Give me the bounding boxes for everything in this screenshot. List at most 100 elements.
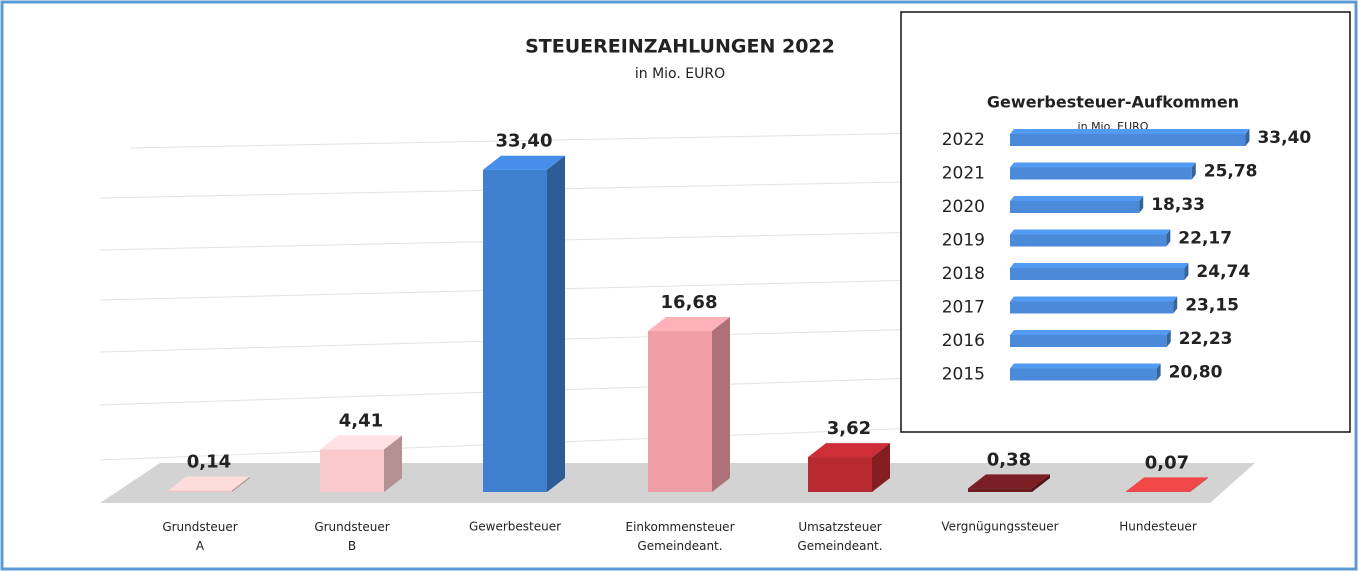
bar (1010, 263, 1189, 280)
inset-title: Gewerbesteuer-Aufkommen (987, 93, 1239, 112)
y-tick-label: 2016 (942, 331, 985, 351)
bar-top (483, 155, 565, 170)
bar-side (872, 443, 890, 492)
bar-side (547, 155, 565, 492)
x-tick-line: A (196, 539, 205, 553)
value-label: 24,74 (1196, 262, 1250, 282)
bar-top (1010, 296, 1178, 302)
bar-front (483, 169, 547, 492)
bar-top (1010, 263, 1189, 268)
bar-end (1156, 363, 1161, 381)
x-tick-line: Umsatzsteuer (798, 520, 881, 534)
value-label: 33,40 (496, 131, 553, 152)
bar (808, 443, 890, 492)
value-label: 22,23 (1179, 329, 1233, 349)
bar-side (232, 476, 250, 492)
bar-front (320, 449, 384, 492)
value-label: 0,38 (987, 449, 1031, 470)
bar (648, 317, 730, 492)
bar (1126, 477, 1208, 492)
bar-top (1010, 229, 1171, 235)
value-label: 3,62 (827, 418, 871, 439)
value-label: 0,14 (187, 452, 231, 473)
x-tick-label: Vergnügungssteuer (941, 520, 1058, 534)
bar-top (1010, 162, 1196, 168)
bar (1010, 129, 1250, 146)
x-tick-line: B (348, 539, 356, 553)
value-label: 20,80 (1169, 363, 1223, 383)
bar-end (1166, 330, 1171, 347)
bar-end (1139, 196, 1144, 213)
x-tick-label: Einkommensteuer Gemeindeant. (625, 520, 734, 553)
bar-front (1010, 335, 1167, 347)
bar-top (1126, 477, 1208, 492)
bar (483, 155, 565, 492)
bar (1010, 229, 1171, 247)
bar-front (1010, 268, 1185, 280)
value-label: 18,33 (1151, 195, 1205, 215)
chart-subtitle: in Mio. EURO (635, 66, 725, 82)
bar-top (168, 476, 250, 491)
y-tick-label: 2017 (942, 298, 985, 318)
bar-front (1010, 368, 1157, 381)
value-label: 33,40 (1257, 128, 1311, 148)
bar-end (1173, 296, 1178, 314)
bar (1010, 330, 1171, 347)
bar-front (808, 457, 872, 492)
x-tick-label: Grundsteuer A (162, 520, 237, 553)
x-tick-line: Einkommensteuer (625, 520, 734, 534)
inset-frame (900, 11, 1351, 433)
value-label: 22,17 (1178, 229, 1232, 249)
bar-side (1032, 474, 1050, 492)
x-tick-line: Grundsteuer (314, 520, 389, 534)
bar-side (712, 317, 730, 492)
bar-front (168, 490, 232, 492)
bar-end (1166, 229, 1171, 247)
bar-top (648, 317, 730, 332)
bar (968, 474, 1050, 492)
chart-title: STEUEREINZAHLUNGEN 2022 (525, 36, 835, 58)
bar-top (1010, 129, 1250, 134)
bar-side (384, 435, 402, 492)
bar-top (808, 443, 890, 458)
value-label: 16,68 (661, 292, 718, 313)
bar-side (1190, 477, 1208, 492)
bar-front (1126, 491, 1190, 492)
y-tick-label: 2020 (942, 197, 985, 217)
y-tick-label: 2022 (942, 130, 985, 150)
bar (1010, 196, 1144, 213)
bar-end (1245, 129, 1250, 146)
x-tick-label: Hundesteuer (1119, 520, 1197, 534)
bar-top (968, 474, 1050, 489)
y-tick-label: 2019 (942, 231, 985, 251)
bar-top (1010, 330, 1171, 335)
bar-front (1010, 167, 1192, 180)
y-tick-label: 2015 (942, 365, 985, 385)
x-tick-line: Gemeindeant. (637, 539, 722, 553)
bar-front (1010, 301, 1174, 314)
bar (1010, 363, 1161, 381)
bar-front (1010, 201, 1140, 213)
bar-front (1010, 134, 1246, 146)
x-tick-label: Umsatzsteuer Gemeindeant. (797, 520, 882, 553)
y-tick-label: 2021 (942, 164, 985, 184)
x-tick-label: Grundsteuer B (314, 520, 389, 553)
bar-top (320, 435, 402, 450)
bar (1010, 162, 1196, 180)
x-tick-line: Grundsteuer (162, 520, 237, 534)
value-label: 4,41 (339, 410, 383, 431)
bar-end (1191, 162, 1196, 180)
y-tick-label: 2018 (942, 264, 985, 284)
bar-end (1184, 263, 1189, 280)
bar-front (968, 488, 1032, 492)
bar (1010, 296, 1178, 314)
value-label: 25,78 (1204, 162, 1258, 182)
x-tick-line: Gemeindeant. (797, 539, 882, 553)
bar (168, 476, 250, 492)
x-tick-label: Gewerbesteuer (469, 520, 561, 534)
bar-top (1010, 363, 1161, 369)
value-label: 23,15 (1185, 296, 1239, 316)
bar-front (648, 331, 712, 492)
bar-top (1010, 196, 1144, 201)
